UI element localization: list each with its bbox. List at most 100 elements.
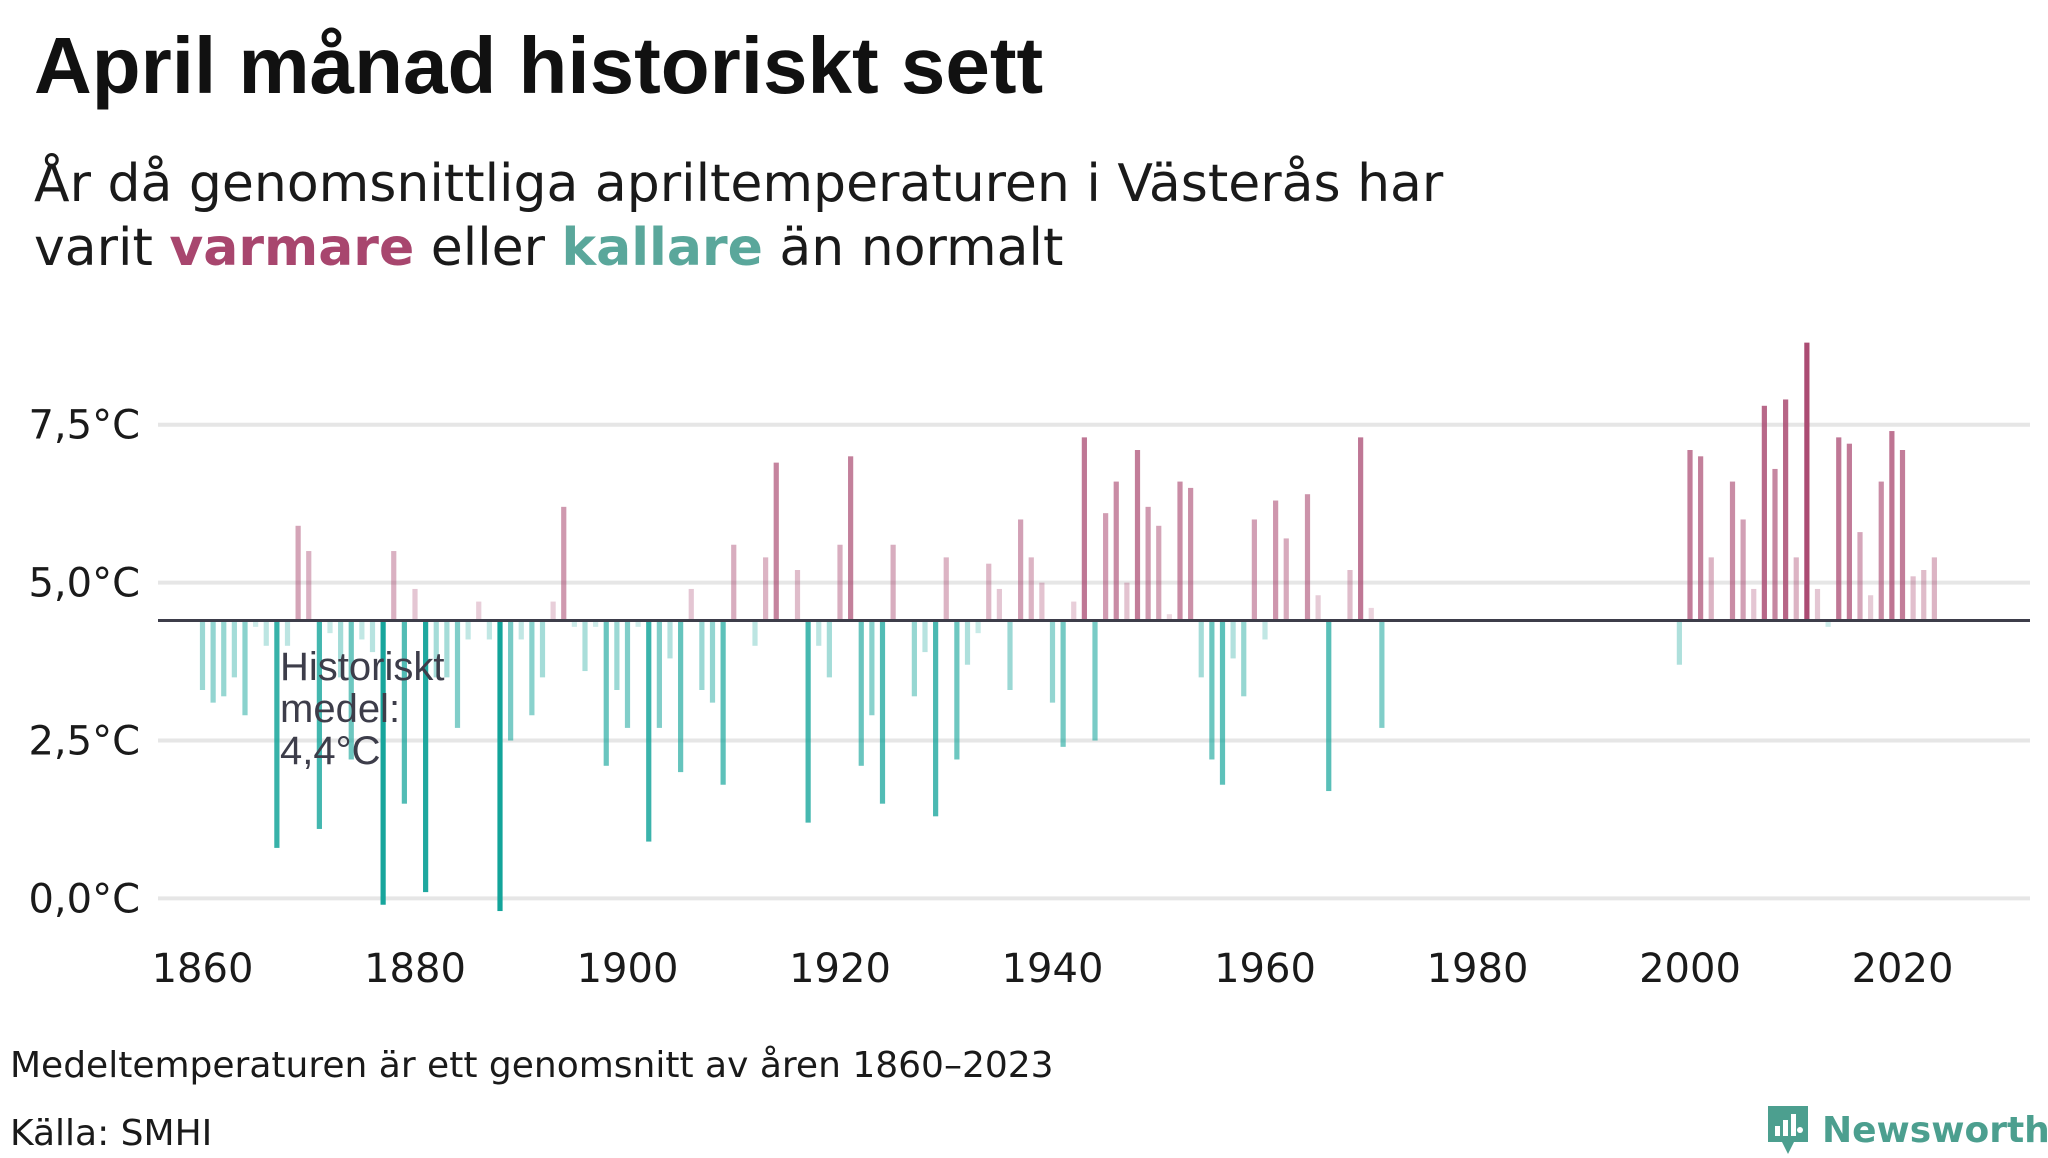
bar-1872 <box>327 620 333 634</box>
bar-1899 <box>614 620 620 690</box>
bar-2013 <box>1825 620 1831 627</box>
bar-1892 <box>539 620 546 678</box>
bar-2016 <box>1857 532 1863 621</box>
bar-1937 <box>1018 519 1024 621</box>
bar-1954 <box>1198 620 1204 678</box>
bar-1944 <box>1092 620 1098 741</box>
bar-1942 <box>1071 601 1077 621</box>
x-tick-label: 2020 <box>1852 946 1954 992</box>
subtitle-text-4: än normalt <box>779 218 1064 278</box>
x-tick-label: 1980 <box>1427 946 1529 992</box>
x-tick-label: 1880 <box>364 946 466 992</box>
bar-1877 <box>380 620 386 905</box>
bar-1916 <box>794 570 801 621</box>
bar-1912 <box>752 620 758 646</box>
bar-1905 <box>678 620 684 773</box>
bar-1931 <box>954 620 960 760</box>
bar-1863 <box>231 620 237 678</box>
bar-1887 <box>486 620 492 640</box>
bar-1862 <box>221 620 227 697</box>
bar-1946 <box>1113 481 1119 621</box>
bar-1891 <box>529 620 535 716</box>
bar-2022 <box>1921 570 1927 621</box>
bar-2001 <box>1698 456 1704 621</box>
bars <box>199 342 1937 912</box>
bar-1864 <box>242 620 248 716</box>
bar-1957 <box>1230 620 1236 659</box>
y-tick-label: 0,0°C <box>28 876 140 922</box>
bar-2005 <box>1740 519 1746 621</box>
bar-1870 <box>306 551 312 621</box>
bar-1882 <box>433 620 439 678</box>
x-tick-label: 1960 <box>1214 946 1316 992</box>
bar-1999 <box>1676 620 1682 665</box>
x-tick-label: 1900 <box>577 946 679 992</box>
bar-1897 <box>593 620 599 627</box>
bar-1901 <box>635 620 641 627</box>
bar-2014 <box>1836 437 1842 621</box>
bar-1930 <box>943 557 949 621</box>
brand-logo: Newsworthy <box>1764 1102 2048 1158</box>
bar-1928 <box>922 620 928 653</box>
bar-1924 <box>879 620 886 804</box>
bar-1962 <box>1283 538 1289 621</box>
bar-1896 <box>582 620 588 672</box>
bar-1879 <box>401 620 407 804</box>
bar-1958 <box>1241 620 1247 697</box>
bar-1883 <box>444 620 450 678</box>
bar-1913 <box>763 557 769 621</box>
bar-1956 <box>1219 620 1226 785</box>
bar-1929 <box>933 620 939 817</box>
bar-1936 <box>1007 620 1013 690</box>
bar-1951 <box>1166 614 1172 621</box>
bar-2008 <box>1772 468 1778 621</box>
bar-1875 <box>359 620 365 640</box>
bar-1919 <box>826 620 832 678</box>
bar-1909 <box>720 620 726 785</box>
subtitle-text-2: varit <box>34 218 153 278</box>
bar-1950 <box>1156 525 1162 621</box>
bar-1961 <box>1273 500 1279 621</box>
bar-1861 <box>210 620 216 703</box>
bar-1939 <box>1039 582 1045 621</box>
bar-1945 <box>1103 513 1109 621</box>
bar-1943 <box>1081 437 1087 621</box>
chart-title: April månad historiskt sett <box>34 21 1044 110</box>
subtitle-cold-label: kallare <box>561 218 763 278</box>
bar-2019 <box>1889 431 1895 621</box>
source-label: Källa: SMHI <box>10 1113 213 1154</box>
bar-1873 <box>338 620 344 678</box>
bar-1881 <box>423 620 429 893</box>
bar-1941 <box>1060 620 1066 747</box>
subtitle-text-1: År då genomsnittliga apriltemperaturen i… <box>34 154 1444 214</box>
bar-1871 <box>316 620 322 829</box>
bar-2000 <box>1687 450 1693 621</box>
bar-1949 <box>1145 506 1151 621</box>
bar-1938 <box>1028 557 1034 621</box>
bar-1971 <box>1379 620 1385 728</box>
bar-1947 <box>1124 582 1130 621</box>
bar-1880 <box>412 588 418 621</box>
annotation-line-3: 4,4°C <box>280 729 381 773</box>
x-tick-label: 1940 <box>1002 946 1104 992</box>
bar-1933 <box>975 620 981 634</box>
annotation-line-2: medel: <box>280 687 400 731</box>
bar-1893 <box>550 601 556 621</box>
y-axis-tick-labels: 0,0°C 2,5°C 5,0°C 7,5°C <box>28 403 140 923</box>
bar-1940 <box>1049 620 1056 703</box>
bar-1969 <box>1358 437 1364 621</box>
chart-subtitle: År då genomsnittliga apriltemperaturen i… <box>34 152 1443 280</box>
bar-1908 <box>709 620 716 703</box>
bar-1866 <box>263 620 269 646</box>
bar-1884 <box>454 620 461 728</box>
bar-1960 <box>1262 620 1268 640</box>
grid-lines <box>158 422 2030 901</box>
bar-1868 <box>284 620 291 646</box>
bar-1898 <box>603 620 609 766</box>
bar-1900 <box>624 620 631 728</box>
bar-1890 <box>518 620 524 640</box>
bar-1921 <box>848 456 854 621</box>
bar-1922 <box>858 620 864 766</box>
bar-1889 <box>508 620 514 741</box>
bar-1953 <box>1188 487 1194 621</box>
